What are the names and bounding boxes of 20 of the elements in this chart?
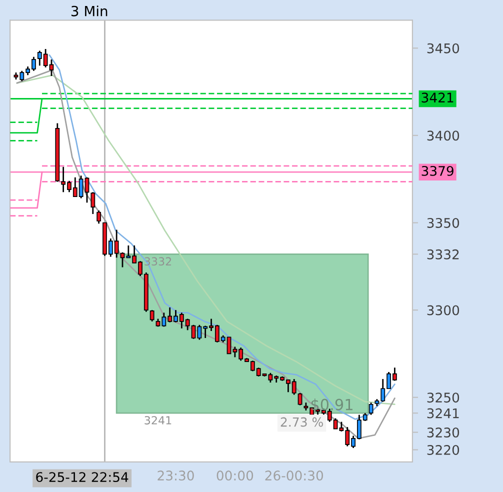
x-tick-label: 00:00	[216, 470, 254, 481]
y-tick-label: 3230	[427, 428, 460, 438]
y-tick-label: 3300	[427, 305, 460, 316]
annotation: 3241	[144, 416, 172, 424]
x-tick-label: 26-00:30	[265, 470, 324, 481]
annotation: $0.91	[311, 398, 352, 412]
annotation: 2.73 %	[280, 417, 323, 427]
chart-title: 3 Min	[71, 6, 108, 16]
y-tick-label: 3250	[427, 392, 460, 403]
ref-line-label: 3379	[422, 166, 454, 176]
y-tick-label: 3220	[427, 444, 460, 455]
y-tick-label: 3350	[427, 218, 460, 228]
annotation: 3332	[144, 257, 172, 266]
ref-line-label: 3421	[422, 92, 454, 103]
text: 6-25-12 22:54	[36, 472, 128, 482]
y-tick-label: 3332	[427, 249, 459, 260]
y-tick-label: 3400	[427, 130, 460, 141]
x-tick-label: 23:30	[158, 470, 194, 481]
y-tick-label: 3241	[427, 408, 459, 418]
y-tick-label: 3450	[427, 43, 460, 54]
